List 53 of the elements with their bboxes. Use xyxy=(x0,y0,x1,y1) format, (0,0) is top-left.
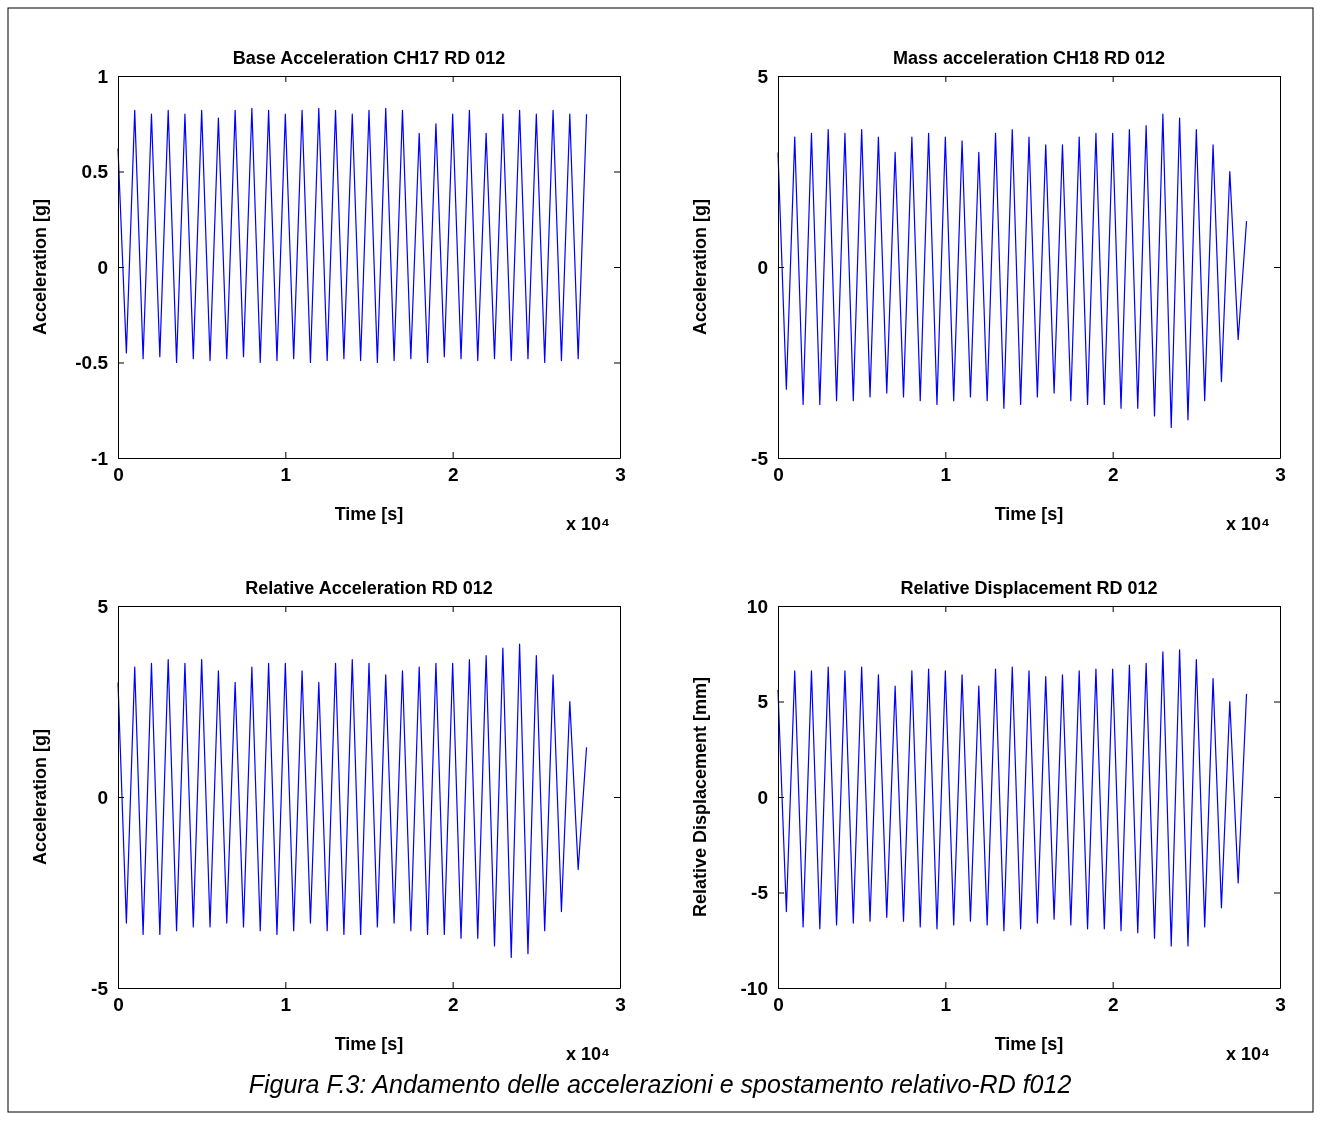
y-tick-label: -0.5 xyxy=(75,352,109,374)
x-tick-label: 0 xyxy=(773,464,784,486)
chart-title: Base Acceleration CH17 RD 012 xyxy=(232,48,506,68)
x-axis-title: Time [s] xyxy=(334,504,404,524)
y-tick-label: 5 xyxy=(757,65,769,87)
x-axis-title: Time [s] xyxy=(994,1034,1064,1054)
x-tick-label: 1 xyxy=(940,464,952,486)
y-tick-label: 0 xyxy=(757,786,768,808)
line-series xyxy=(777,649,1248,947)
x-tick-label: 2 xyxy=(447,464,459,486)
x-tick-label: 1 xyxy=(940,994,952,1016)
y-tick-label: -5 xyxy=(751,447,769,469)
line-series xyxy=(117,107,588,364)
x-tick-label: 0 xyxy=(113,994,124,1016)
y-tick-label: -10 xyxy=(740,977,768,999)
text: x 10⁴ xyxy=(1226,514,1270,534)
y-tick-label: 1 xyxy=(97,65,109,87)
x-tick-label: 3 xyxy=(615,464,626,486)
y-axis-title: Acceleration [g] xyxy=(30,198,50,336)
y-tick-label: 5 xyxy=(757,691,769,713)
x-tick-label: 2 xyxy=(447,994,459,1016)
y-tick-label: 5 xyxy=(97,595,109,617)
y-tick-label: -1 xyxy=(91,447,109,469)
x-tick-label: 3 xyxy=(1275,994,1286,1016)
y-tick-label: 0.5 xyxy=(81,161,109,183)
text: Figura F.3: Andamento delle accelerazioni e spostamento relativo-RD f012 xyxy=(248,1070,1072,1098)
y-tick-label: 0 xyxy=(757,256,768,278)
x-axis-title: Time [s] xyxy=(994,504,1064,524)
x-tick-label: 1 xyxy=(280,464,292,486)
y-tick-label: 0 xyxy=(97,786,108,808)
x-tick-label: 2 xyxy=(1107,464,1119,486)
chart-title: Mass acceleration CH18 RD 012 xyxy=(892,48,1166,68)
y-tick-label: -5 xyxy=(91,977,109,999)
x-tick-label: 1 xyxy=(280,994,292,1016)
y-axis-title: Acceleration [g] xyxy=(690,198,710,336)
x-tick-label: 3 xyxy=(1275,464,1286,486)
x-tick-label: 0 xyxy=(773,994,784,1016)
y-tick-label: 10 xyxy=(746,595,768,617)
y-axis-title: Acceleration [g] xyxy=(30,728,50,866)
x-axis-title: Time [s] xyxy=(334,1034,404,1054)
line-series xyxy=(777,113,1248,429)
chart-title: Relative Displacement RD 012 xyxy=(900,578,1158,598)
text: x 10⁴ xyxy=(566,514,610,534)
x-tick-label: 2 xyxy=(1107,994,1119,1016)
text: x 10⁴ xyxy=(1226,1044,1270,1064)
y-axis-title: Relative Displacement [mm] xyxy=(690,676,710,918)
y-tick-label: 0 xyxy=(97,256,108,278)
chart-title: Relative Acceleration RD 012 xyxy=(245,578,493,598)
line-series xyxy=(117,643,588,959)
x-tick-label: 3 xyxy=(615,994,626,1016)
y-tick-label: -5 xyxy=(751,882,769,904)
text: x 10⁴ xyxy=(566,1044,610,1064)
x-tick-label: 0 xyxy=(113,464,124,486)
